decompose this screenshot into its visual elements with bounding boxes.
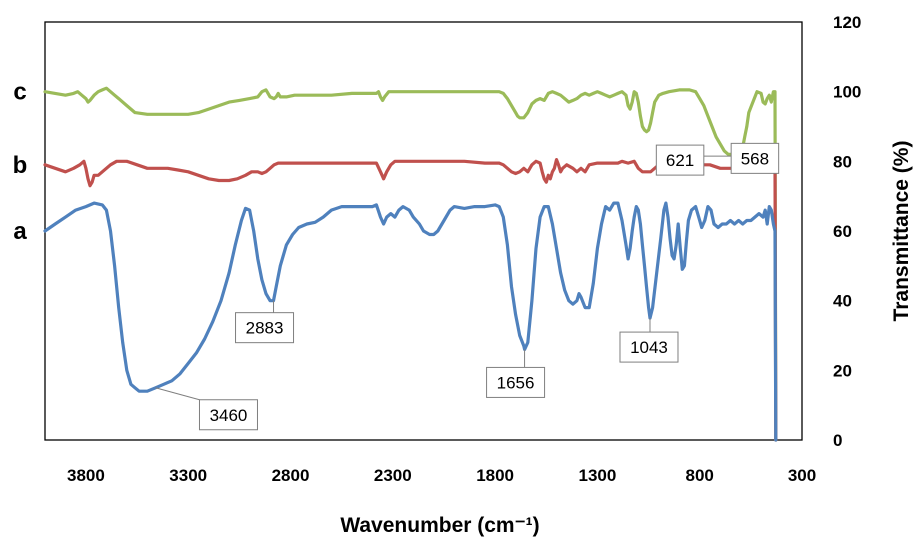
peak-callouts: 3460 2883 1656 1043 621 568 [155, 142, 780, 431]
y-axis-ticks: 0 20 40 60 80 100 120 [833, 13, 861, 450]
x-axis-ticks: 3800 3300 2800 2300 1800 1300 800 300 [67, 466, 816, 485]
series-a-line [43, 201, 778, 442]
y-tick-label: 20 [833, 361, 852, 380]
x-tick-label: 300 [788, 466, 816, 485]
callout-label: 1656 [497, 373, 535, 392]
x-tick-label: 3800 [67, 466, 105, 485]
y-tick-label: 0 [833, 431, 842, 450]
callout-box [619, 331, 679, 363]
series-c-line [43, 86, 778, 442]
y-tick-label: 120 [833, 13, 861, 32]
y-tick-label: 100 [833, 83, 861, 102]
series-label-c: c [13, 79, 26, 106]
x-tick-label: 3300 [169, 466, 207, 485]
x-tick-label: 1300 [578, 466, 616, 485]
callout-box [235, 312, 295, 344]
callout-box [655, 144, 705, 176]
callout-1043: 1043 [619, 318, 679, 363]
x-tick-label: 800 [686, 466, 714, 485]
callout-label: 3460 [210, 406, 248, 425]
x-axis-title: Wavenumber (cm⁻¹) [340, 514, 539, 537]
callout-621: 621 [655, 144, 737, 176]
callout-568: 568 [730, 142, 780, 174]
callout-leader [155, 387, 200, 401]
callout-label: 2883 [246, 319, 284, 338]
callout-box [730, 142, 780, 174]
callout-3460: 3460 [155, 387, 258, 431]
callout-2883: 2883 [235, 300, 295, 344]
series-label-b: b [13, 152, 28, 179]
y-axis-title: Transmittance (%) [890, 141, 913, 322]
callout-label: 1043 [630, 338, 668, 357]
x-tick-label: 1800 [476, 466, 514, 485]
callout-box [486, 366, 546, 398]
series-label-a: a [13, 218, 27, 245]
x-tick-label: 2800 [272, 466, 310, 485]
y-tick-label: 40 [833, 292, 852, 311]
callout-1656: 1656 [486, 349, 546, 398]
callout-box [198, 399, 258, 431]
series-labels: a b c [13, 79, 28, 245]
callout-label: 568 [741, 149, 769, 168]
y-tick-label: 60 [833, 222, 852, 241]
callout-label: 621 [666, 151, 694, 170]
x-tick-label: 2300 [374, 466, 412, 485]
y-tick-label: 80 [833, 152, 852, 171]
